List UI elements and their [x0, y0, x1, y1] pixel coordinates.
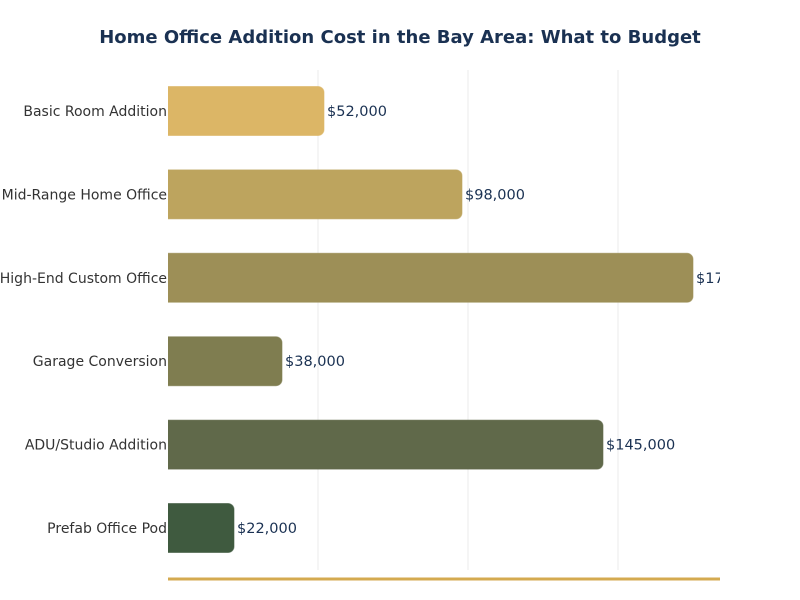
bars: $52,000 $98,000 $175,000 $38,000 $145,000 $22…: [159, 70, 765, 570]
value-label-prefab-office-pod: $22,000: [237, 521, 297, 537]
axis-origin-mask: [159, 70, 168, 570]
category-label-adu-studio-addition: ADU/Studio Addition: [25, 438, 167, 454]
bar-adu-studio-addition: [159, 419, 604, 470]
category-labels: Basic Room Addition Mid-Range Home Office…: [0, 104, 167, 537]
value-label-garage-conversion: $38,000: [285, 354, 345, 370]
gridlines: [317, 70, 619, 570]
value-label-high-end-custom-office: $175,000: [696, 271, 765, 287]
value-label-mid-range-home-office: $98,000: [465, 187, 525, 203]
value-label-adu-studio-addition: $145,000: [606, 438, 675, 454]
category-label-garage-conversion: Garage Conversion: [33, 354, 167, 370]
value-label-basic-room-addition: $52,000: [327, 104, 387, 120]
category-label-prefab-office-pod: Prefab Office Pod: [47, 521, 167, 537]
bar-basic-room-addition: [159, 86, 325, 136]
category-label-high-end-custom-office: High-End Custom Office: [0, 271, 167, 287]
chart-title: Home Office Addition Cost in the Bay Are…: [99, 27, 701, 48]
category-label-basic-room-addition: Basic Room Addition: [23, 104, 167, 120]
category-label-mid-range-home-office: Mid-Range Home Office: [2, 187, 167, 203]
bar-prefab-office-pod: [159, 503, 235, 553]
bar-garage-conversion: [159, 336, 283, 387]
bar-mid-range-home-office: [159, 169, 463, 220]
bar-high-end-custom-office: [159, 252, 694, 303]
